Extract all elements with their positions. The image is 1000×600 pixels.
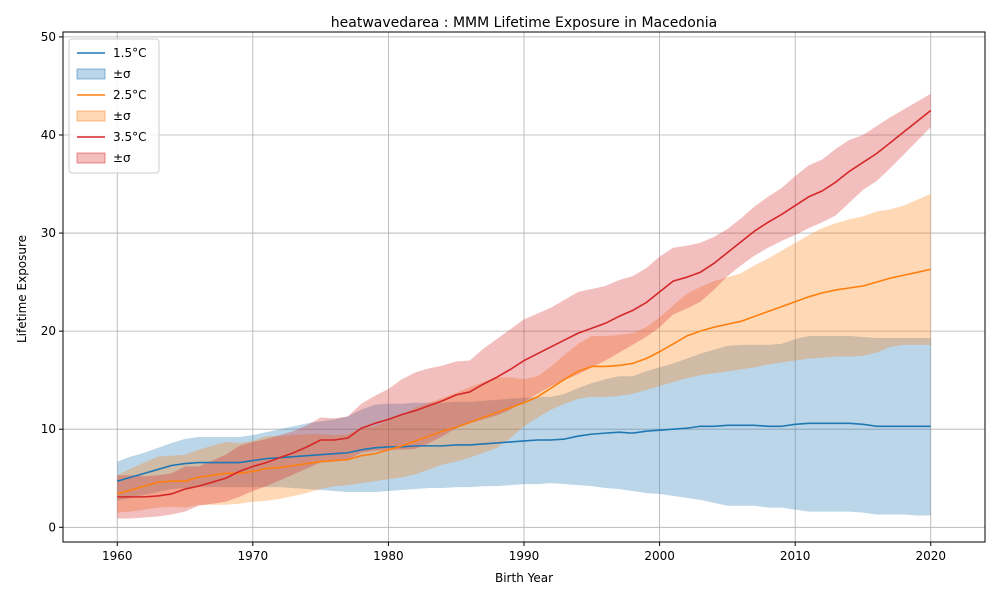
- chart-title: heatwavedarea : MMM Lifetime Exposure in…: [331, 15, 717, 31]
- legend-band-swatch: [76, 68, 106, 80]
- legend-band-label: ±σ: [113, 151, 131, 165]
- legend: 1.5°C ±σ 2.5°C ±σ 3.5°C ±σ: [68, 38, 160, 174]
- x-tick-label: 2000: [644, 549, 675, 563]
- y-tick-label: 10: [41, 422, 56, 436]
- series-lines: [117, 109, 932, 498]
- y-tick-label: 0: [48, 520, 56, 534]
- y-axis-ticks: 0 10 20 30 40 50: [41, 30, 63, 534]
- x-tick-label: 1980: [373, 549, 404, 563]
- series-line-0: [117, 422, 931, 482]
- grid: [63, 32, 985, 542]
- legend-label: 1.5°C: [113, 46, 146, 60]
- x-tick-label: 2020: [915, 549, 946, 563]
- band-0: [117, 336, 931, 516]
- legend-band-label: ±σ: [113, 67, 131, 81]
- legend-band-swatch: [76, 110, 106, 122]
- x-axis-label: Birth Year: [495, 571, 553, 585]
- band-2: [117, 93, 931, 519]
- legend-box: [68, 38, 160, 174]
- x-tick-label: 1990: [509, 549, 540, 563]
- legend-band-swatch: [76, 152, 106, 164]
- band-1: [117, 193, 931, 513]
- series-line-2: [117, 109, 932, 498]
- y-tick-label: 40: [41, 128, 56, 142]
- x-axis-ticks: 1960 1970 1980 1990 2000 2010 2020: [102, 542, 946, 563]
- x-tick-label: 1970: [238, 549, 269, 563]
- bands: [117, 93, 931, 519]
- x-tick-label: 2010: [780, 549, 811, 563]
- legend-label: 2.5°C: [113, 88, 146, 102]
- y-tick-label: 20: [41, 324, 56, 338]
- legend-band-label: ±σ: [113, 109, 131, 123]
- legend-label: 3.5°C: [113, 130, 146, 144]
- y-axis-label: Lifetime Exposure: [15, 235, 29, 343]
- y-tick-label: 50: [41, 30, 56, 44]
- x-tick-label: 1960: [102, 549, 133, 563]
- series-line-1: [117, 268, 931, 495]
- y-tick-label: 30: [41, 226, 56, 240]
